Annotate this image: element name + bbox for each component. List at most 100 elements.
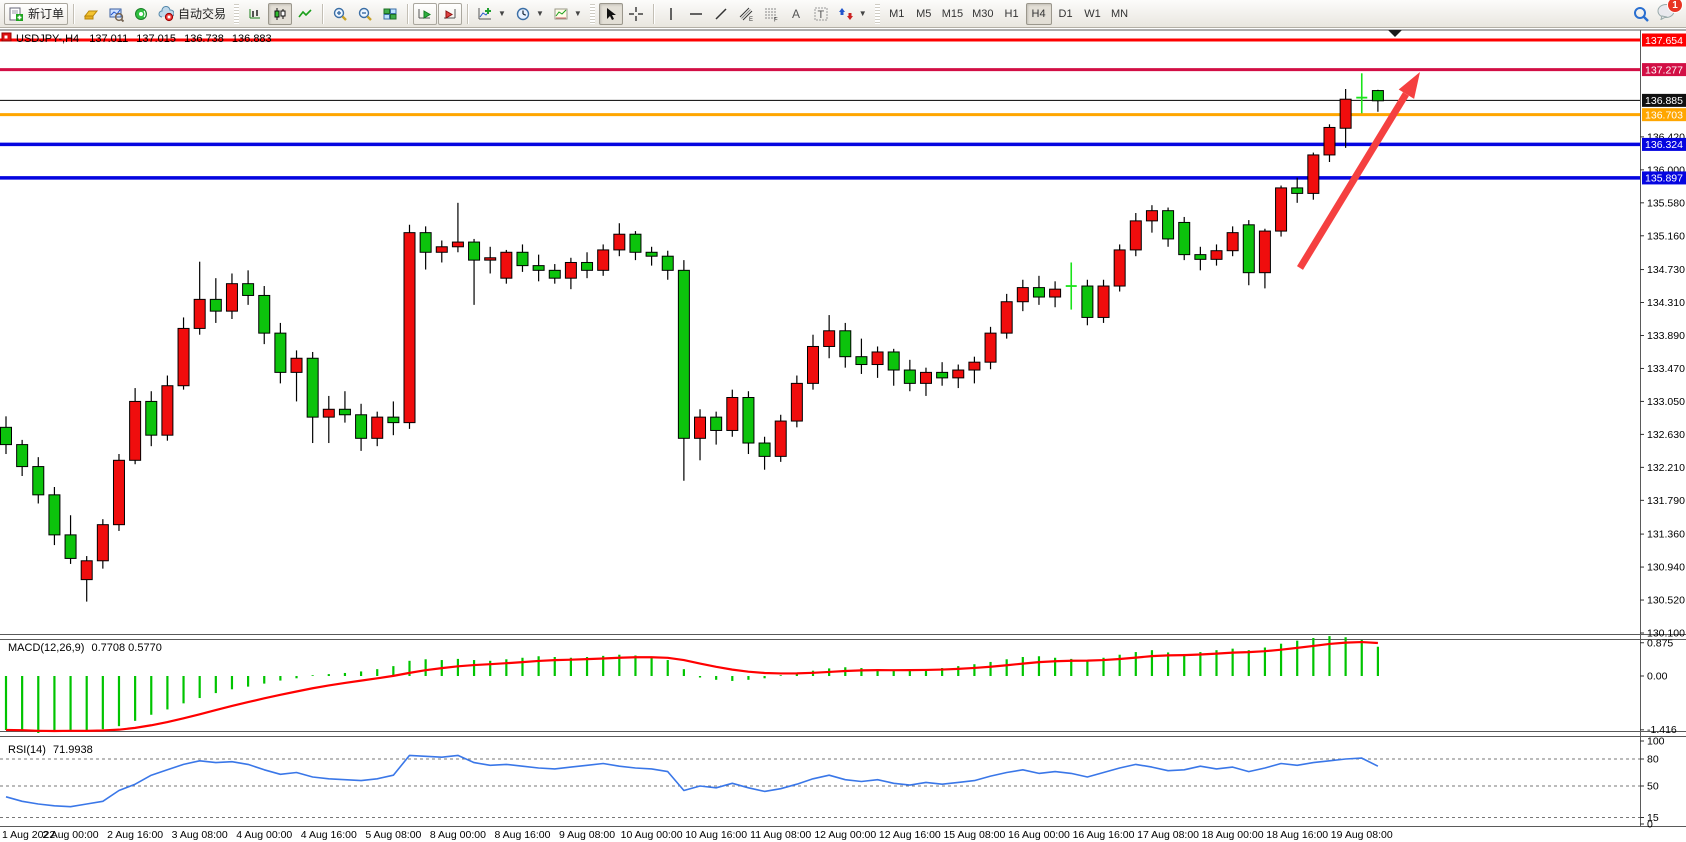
rsi-line <box>5 754 1379 808</box>
time-axis-label: 12 Aug 00:00 <box>814 829 876 841</box>
candlestick-chart-icon <box>272 6 288 22</box>
candle-body <box>484 257 497 261</box>
candle-body <box>1000 301 1013 334</box>
auto-scroll-icon <box>417 6 433 22</box>
candle-body <box>887 351 900 371</box>
tf-button-h4[interactable]: H4 <box>1025 2 1052 25</box>
line-chart-button[interactable] <box>293 3 317 25</box>
arrows-caret[interactable]: ▼ <box>858 9 867 18</box>
candlestick-chart-button[interactable] <box>268 2 293 25</box>
candle-body <box>274 332 287 373</box>
market-watch-icon <box>83 6 99 22</box>
candle-body <box>1194 254 1207 260</box>
new-order-icon <box>8 6 24 22</box>
macd-signal-line <box>5 640 1378 733</box>
trend-arrow[interactable] <box>1297 92 1409 270</box>
time-axis-label: 18 Aug 16:00 <box>1266 829 1328 841</box>
price-tick-label: 135.160 <box>1647 230 1685 242</box>
market-watch-button[interactable] <box>79 3 103 25</box>
horizontal-line-icon <box>688 6 704 22</box>
price-badge <box>1642 137 1686 151</box>
toolbar-handle[interactable] <box>234 3 240 24</box>
candle-body <box>548 269 561 279</box>
candle-body <box>952 369 965 379</box>
cursor-button[interactable] <box>598 2 623 25</box>
separator <box>467 3 469 24</box>
signals-button[interactable] <box>129 3 153 25</box>
toolbar-handle[interactable] <box>589 3 595 24</box>
templates-button[interactable]: ▼ <box>549 3 586 25</box>
indicators-button[interactable]: ▼ <box>473 3 510 25</box>
periods-button[interactable]: ▼ <box>511 3 548 25</box>
tf-button-h1[interactable]: H1 <box>1004 7 1019 20</box>
candle-body <box>1275 187 1288 232</box>
chart-shift-button[interactable] <box>438 2 463 25</box>
candle-body <box>516 251 529 267</box>
tf-button-m30[interactable]: M30 <box>972 7 994 20</box>
time-axis-label: 19 Aug 08:00 <box>1331 829 1393 841</box>
crosshair-button[interactable] <box>624 3 648 25</box>
candle-body <box>1129 220 1142 251</box>
time-axis-label: 1 Aug 2022 <box>2 829 55 841</box>
tf-button-m1[interactable]: M1 <box>889 7 905 20</box>
auto-trading-button[interactable]: 自动交易 <box>154 3 230 25</box>
navigator-button[interactable] <box>104 3 128 25</box>
horizontal-line-button[interactable] <box>684 3 708 25</box>
chart-shift-marker <box>1388 30 1402 37</box>
candle-body <box>209 298 222 312</box>
equidistant-channel-button[interactable]: E <box>734 3 758 25</box>
candle-body <box>1371 90 1384 102</box>
vertical-line-icon <box>663 6 679 22</box>
indicators-caret[interactable]: ▼ <box>498 9 506 18</box>
candle-body <box>1097 285 1110 318</box>
zoom-out-button[interactable] <box>353 3 377 25</box>
candle-body <box>564 261 577 279</box>
candle-body <box>855 356 868 366</box>
zoom-in-button[interactable] <box>328 3 352 25</box>
text-button[interactable]: A <box>784 3 808 25</box>
rsi-tick-label: 100 <box>1647 736 1665 748</box>
tf-button-w1[interactable]: W1 <box>1084 7 1101 20</box>
tf-button-m5[interactable]: M5 <box>916 7 932 20</box>
price-tick-label: 132.210 <box>1647 462 1685 474</box>
candle-body <box>387 416 400 424</box>
candle-body <box>629 233 642 253</box>
rsi-tick-label: 15 <box>1647 812 1659 824</box>
separator <box>407 3 409 24</box>
price-badge-label: 137.654 <box>1645 35 1683 47</box>
candle-body <box>726 397 739 431</box>
fibonacci-button[interactable]: F <box>759 3 783 25</box>
navigator-icon <box>108 6 125 22</box>
time-axis-label: 8 Aug 16:00 <box>494 829 550 841</box>
time-axis-label: 9 Aug 08:00 <box>559 829 615 841</box>
candle-body <box>1291 187 1304 194</box>
tf-button-d1[interactable]: D1 <box>1058 7 1073 20</box>
price-tick-label: 130.100 <box>1647 628 1685 640</box>
trendline-icon <box>713 6 729 22</box>
tile-windows-button[interactable] <box>378 3 402 25</box>
bar-chart-button[interactable] <box>243 3 267 25</box>
chat-button[interactable]: 1 <box>1656 0 1683 25</box>
rsi-label: RSI(14) 71.9938 <box>8 744 93 756</box>
candle-body <box>80 560 93 581</box>
candle-body <box>451 241 464 248</box>
arrows-button[interactable]: ▼ <box>834 3 871 25</box>
candle-body <box>338 408 351 416</box>
candle-body <box>129 400 142 461</box>
text-label-button[interactable]: T <box>809 3 833 25</box>
periods-caret[interactable]: ▼ <box>535 9 544 18</box>
new-order-button[interactable]: 新订单 <box>4 2 69 25</box>
trendline-button[interactable] <box>709 3 733 25</box>
candle-body <box>435 246 448 253</box>
tf-button-m15[interactable]: M15 <box>941 7 964 20</box>
toolbar-handle[interactable] <box>874 3 880 24</box>
macd-tick-label: 0.875 <box>1647 637 1673 649</box>
auto-scroll-button[interactable] <box>413 2 438 25</box>
equidistant-channel-icon: E <box>738 6 754 23</box>
vertical-line-button[interactable] <box>659 3 683 25</box>
search-icon[interactable] <box>1632 5 1650 23</box>
templates-caret[interactable]: ▼ <box>573 9 582 18</box>
tf-button-mn[interactable]: MN <box>1110 7 1129 20</box>
